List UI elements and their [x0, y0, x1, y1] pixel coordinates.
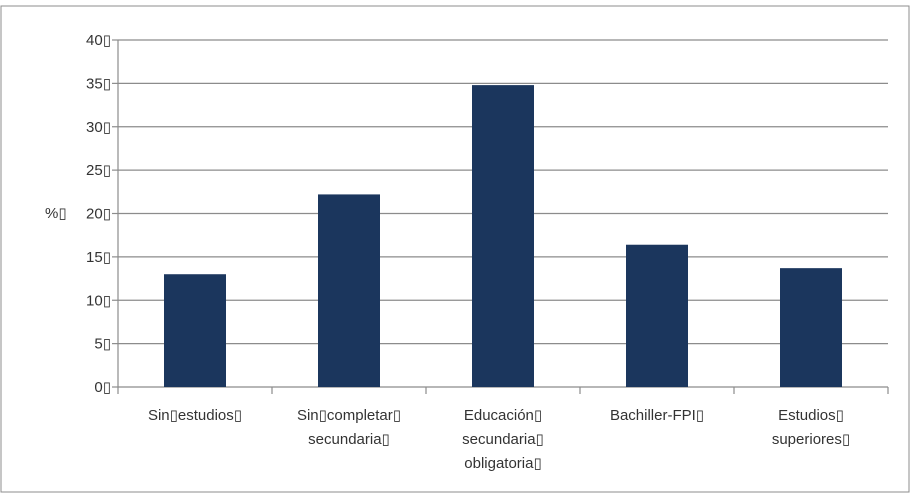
bar — [318, 194, 380, 387]
chart-border — [0, 5, 910, 493]
x-tick-label: Educación▯ — [464, 407, 542, 424]
bar — [164, 274, 226, 387]
x-tick-label: Bachiller-FPI▯ — [610, 407, 704, 424]
y-tick-label: 15▯ — [86, 249, 111, 266]
x-tick-labels: Sin▯estudios▯ Sin▯completar▯ secundaria▯ Ed… — [148, 407, 850, 472]
bar — [626, 244, 688, 387]
x-tick-label: Sin▯completar▯ — [297, 407, 401, 424]
x-tick-label: secundaria▯ — [308, 431, 390, 448]
y-tick-label: 25▯ — [86, 162, 111, 179]
bar — [472, 85, 534, 388]
x-tick-label: secundaria▯ — [462, 431, 544, 448]
y-tick-labels: 0▯ 5▯ 10▯ 15▯ 20▯ 25▯ 30▯ 35▯ 40▯ — [86, 32, 111, 396]
y-tick-label: 5▯ — [94, 336, 111, 353]
y-tick-label: 20▯ — [86, 206, 111, 223]
bars — [164, 85, 842, 388]
x-tick-label: Sin▯estudios▯ — [148, 407, 242, 424]
y-tick-label: 30▯ — [86, 119, 111, 136]
y-tick-label: 0▯ — [94, 379, 111, 396]
bar — [780, 268, 842, 387]
y-axis-label: %▯ — [45, 205, 67, 222]
x-tick-label: obligatoria▯ — [464, 455, 541, 472]
y-tick-label: 35▯ — [86, 75, 111, 92]
x-tick-label: superiores▯ — [772, 431, 850, 448]
y-tick-label: 10▯ — [86, 292, 111, 309]
x-tick-label: Estudios▯ — [778, 407, 844, 424]
y-tick-label: 40▯ — [86, 32, 111, 49]
axes — [112, 39, 889, 394]
